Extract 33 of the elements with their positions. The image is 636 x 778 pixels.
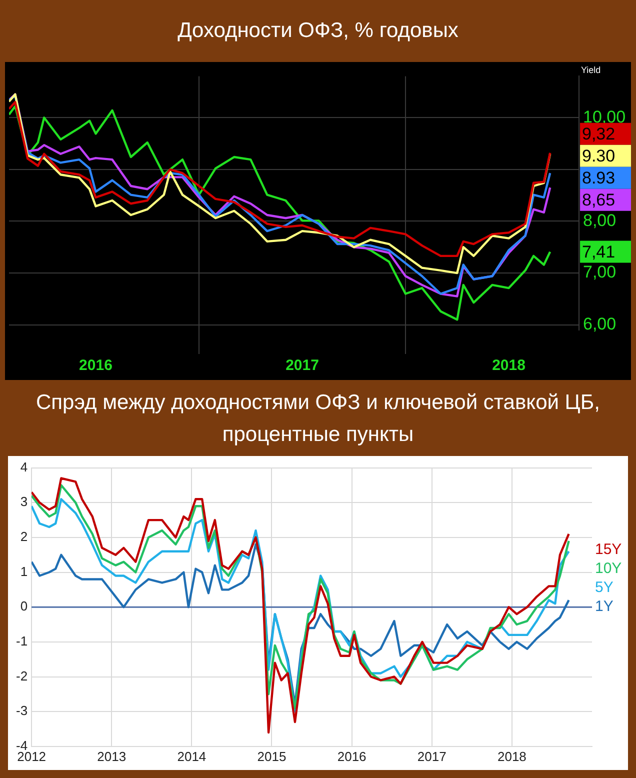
y-tick-label: -1 xyxy=(16,634,28,649)
y-tick-label: -2 xyxy=(16,668,28,684)
y-tick-label: 2 xyxy=(20,529,28,544)
y-tick-label: 6,00 xyxy=(583,314,616,334)
y-tick-label: -3 xyxy=(16,703,28,718)
x-tick-label: 2017 xyxy=(417,748,446,764)
chart-title: Спрэд между доходностями ОФЗ и ключевой ставкой ЦБ, процентные пункты xyxy=(35,390,601,448)
series-label: 1Y xyxy=(595,598,614,616)
x-tick-label: 2018 xyxy=(492,357,526,374)
x-tick-label: 2016 xyxy=(79,357,112,374)
y-tick-label: 3 xyxy=(20,494,28,510)
x-tick-label: 2013 xyxy=(97,748,126,764)
y-tick-label: 7,00 xyxy=(583,262,616,282)
y-tick-label: 1 xyxy=(20,564,28,579)
chart-title: Доходности ОФЗ, % годовых xyxy=(176,18,460,44)
y-axis-title: Yield xyxy=(581,64,601,75)
x-tick-label: 2016 xyxy=(337,748,366,764)
data-label: 7,41 xyxy=(582,242,616,262)
data-label: 8.93 xyxy=(582,168,616,188)
text: 5Y xyxy=(595,579,614,596)
y-tick-label: 0 xyxy=(20,598,28,614)
data-label: 9,32 xyxy=(582,124,616,144)
y-tick-label: 10,00 xyxy=(583,107,626,126)
y-tick-label: 8,00 xyxy=(583,210,616,230)
data-label: 8,65 xyxy=(582,190,616,210)
x-tick-label: 2015 xyxy=(257,748,286,764)
y-tick-label: 4 xyxy=(20,459,28,474)
data-label: 9.30 xyxy=(582,146,616,166)
x-tick-label: 2014 xyxy=(177,748,206,764)
x-tick-label: 2017 xyxy=(286,357,319,374)
series-label: 15Y xyxy=(595,541,622,558)
x-tick-label: 2018 xyxy=(497,748,526,764)
text: 10Y xyxy=(595,560,622,578)
